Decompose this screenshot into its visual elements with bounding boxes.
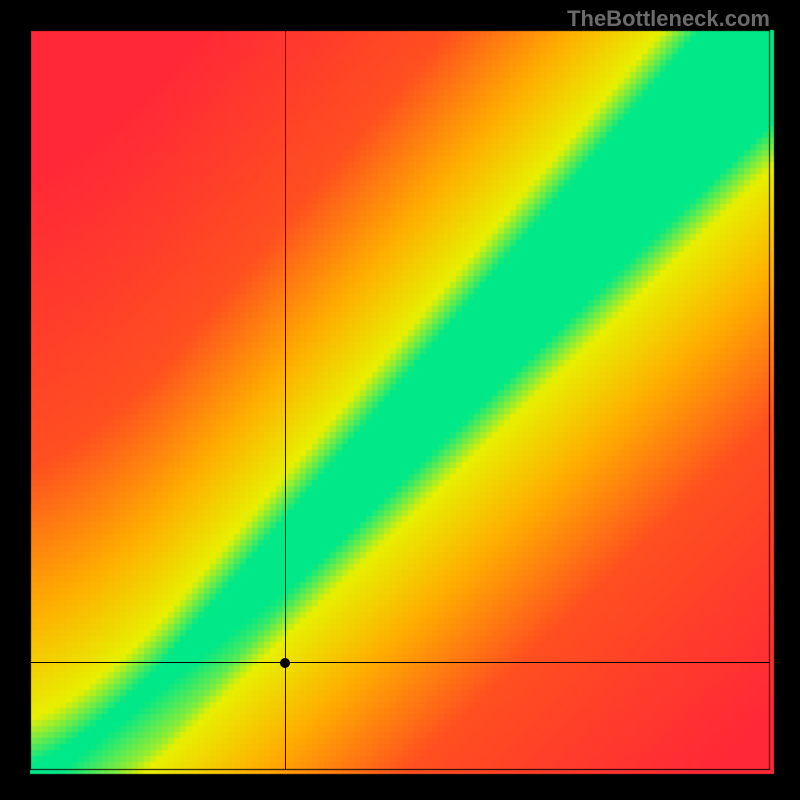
crosshair-marker	[280, 658, 290, 668]
crosshair-horizontal	[30, 662, 770, 663]
watermark-text: TheBottleneck.com	[567, 6, 770, 32]
outer-frame	[0, 0, 800, 800]
heatmap-canvas	[0, 0, 800, 800]
